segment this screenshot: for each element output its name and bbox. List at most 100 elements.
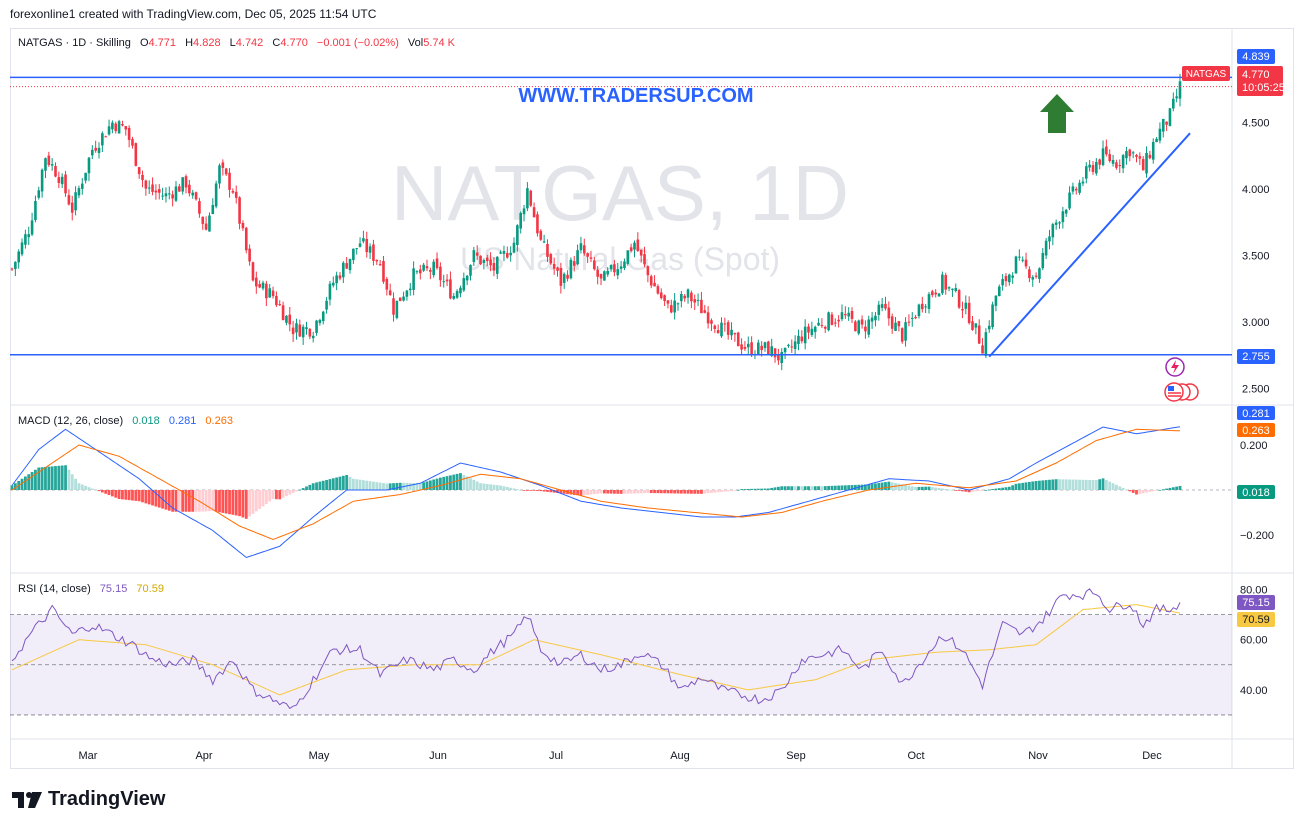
us-flag-events-icon[interactable]	[1164, 382, 1199, 402]
macd-hist-bar	[964, 490, 968, 492]
macd-hist-bar	[54, 466, 57, 490]
macd-hist-bar	[1021, 482, 1025, 490]
macd-hist-bar	[1101, 478, 1105, 490]
candle-body	[224, 168, 228, 175]
candle-body	[318, 319, 322, 323]
rsi-axis: 80.00 60.00 40.00	[10, 585, 1268, 716]
macd-hist-bar	[629, 490, 633, 494]
macd-hist-bar	[288, 490, 292, 495]
watermark-title: NATGAS, 1D	[391, 149, 849, 237]
candle-body	[24, 234, 27, 245]
macd-hist-bar	[669, 490, 673, 494]
trendline[interactable]	[988, 132, 1191, 358]
macd-hist-bar	[1148, 490, 1152, 492]
macd-hist-bar	[285, 490, 288, 497]
symbol-badge: NATGAS	[1182, 66, 1230, 81]
candle-body	[790, 346, 794, 348]
macd-hist-bar	[529, 490, 533, 491]
macd-hist-bar	[495, 485, 499, 490]
candle-body	[740, 344, 743, 350]
candle-body	[30, 220, 34, 235]
candle-body	[47, 155, 51, 165]
candle-body	[947, 287, 951, 289]
candle-body	[586, 253, 589, 257]
candle-body	[603, 271, 606, 281]
macd-hist-bar	[817, 486, 820, 490]
candle-body	[502, 251, 506, 254]
candle-body	[382, 260, 385, 282]
time-tick-label: Oct	[907, 750, 924, 762]
macd-hist-bar	[934, 487, 938, 490]
candle-body	[305, 327, 308, 330]
macd-hist-bar	[425, 481, 429, 490]
candle-body	[104, 136, 108, 138]
candle-body	[335, 275, 338, 284]
candle-body	[405, 290, 409, 297]
candle-body	[800, 336, 804, 342]
macd-hist-bar	[743, 489, 747, 490]
candle-body	[783, 347, 787, 353]
candle-body	[1095, 161, 1098, 174]
macd-hist-bar	[194, 490, 198, 512]
resistance-badge: 4.839	[1237, 49, 1275, 64]
horizontal-levels[interactable]	[10, 76, 1232, 356]
candles	[10, 73, 1182, 371]
candle-body	[392, 298, 395, 315]
chart-area[interactable]: NATGAS, 1D US Natural Gas (Spot) 5.0004.…	[10, 28, 1294, 769]
candle-body	[127, 127, 131, 140]
macd-hist-bar	[100, 490, 104, 493]
macd-hist-bar	[1151, 490, 1155, 492]
macd-hist-bar	[90, 488, 94, 490]
macd-axis: 0.200 −0.200	[10, 440, 1274, 542]
macd-hist-bar	[84, 485, 88, 490]
macd-hist-bar	[904, 484, 907, 490]
macd-hist-bar	[592, 490, 596, 495]
resistance-badge-label: 4.839	[1242, 51, 1270, 63]
candle-body	[445, 279, 449, 282]
macd-hist-bar	[633, 490, 636, 494]
candle-body	[670, 305, 673, 313]
candle-body	[1141, 158, 1145, 171]
candle-body	[265, 283, 268, 299]
macd-hist-bar	[47, 466, 51, 490]
candle-body	[676, 303, 680, 305]
macd-hist-bar	[797, 486, 800, 490]
macd-hist-bar	[315, 482, 318, 490]
candle-body	[154, 190, 158, 193]
candle-body	[572, 261, 576, 266]
candle-body	[97, 147, 101, 153]
time-tick-label: Jun	[429, 750, 447, 762]
macd-hist-bar	[1041, 480, 1045, 490]
last-price-label: 4.770	[1242, 69, 1270, 81]
macd-hist-bar	[1098, 479, 1102, 490]
macd-hist-bar	[191, 490, 195, 512]
candle-body	[924, 306, 927, 308]
candle-body	[1011, 275, 1014, 278]
macd-hist-bar	[151, 490, 154, 506]
macd-hist-bar	[331, 478, 335, 490]
macd-hist-bar	[686, 490, 690, 494]
macd-hist-bar	[961, 490, 964, 492]
candle-body	[281, 305, 285, 321]
macd-hist-bar	[368, 481, 372, 490]
lightning-icon[interactable]	[1165, 357, 1185, 377]
candle-body	[204, 223, 208, 230]
candle-body	[941, 274, 944, 294]
time-tick-label: Aug	[670, 750, 690, 762]
macd-hist-bar	[422, 482, 426, 490]
candle-body	[512, 242, 516, 253]
macd-hist-bar	[917, 486, 921, 490]
rsi-legend-value: 75.15	[100, 583, 128, 595]
macd-hist-bar	[268, 490, 272, 502]
macd-hist-bar	[1054, 479, 1058, 490]
candle-body	[435, 258, 439, 269]
macd-hist-bar	[914, 487, 918, 490]
macd-hist-bar	[218, 490, 221, 513]
candle-body	[164, 193, 168, 197]
macd-hist-bar	[512, 488, 516, 490]
candle-body	[91, 149, 94, 156]
macd-hist-bar	[646, 490, 650, 493]
tradingview-logo[interactable]: TradingView	[12, 788, 165, 811]
candle-body	[1054, 222, 1058, 225]
candle-body	[459, 287, 462, 294]
